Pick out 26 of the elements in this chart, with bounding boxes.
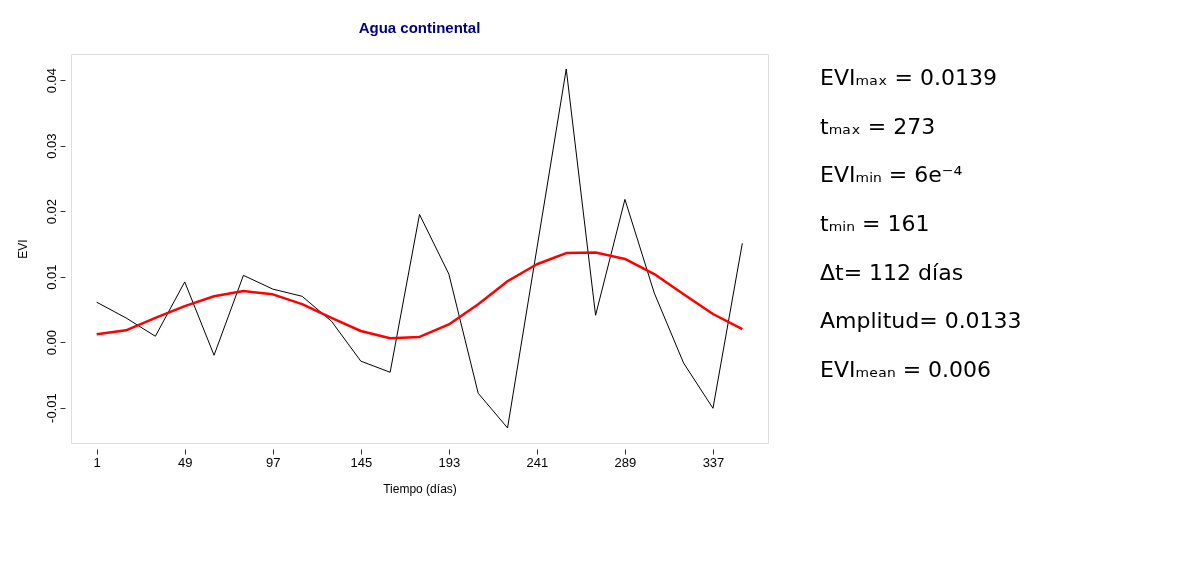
y-tick-label: 0.01 [43, 264, 59, 290]
text: tₘᵢₙ = 161 [820, 211, 930, 236]
y-tick-label: 0.00 [43, 329, 59, 356]
y-tick-label: -0.01 [43, 393, 59, 423]
text: EVIₘᵢₙ = 6e⁻⁴ [820, 162, 963, 188]
y-axis-title: EVI [15, 239, 30, 259]
x-tick-label: 97 [266, 454, 281, 470]
chart-title: Agua continental [358, 19, 481, 36]
x-tick-label: 337 [702, 454, 725, 470]
x-tick-label: 145 [350, 454, 373, 470]
line-series [96, 68, 743, 429]
y-tick-label: 0.04 [43, 68, 59, 94]
text: EVIₘₐₓ = 0.0139 [820, 65, 997, 91]
y-tick-label: 0.02 [43, 199, 59, 225]
x-tick-label: 49 [177, 454, 193, 470]
x-tick-label: 241 [526, 454, 549, 470]
text: Δt= 112 días [820, 259, 964, 285]
text: EVIₘₑₐₙ = 0.006 [820, 356, 992, 382]
x-tick-label: 193 [438, 454, 461, 470]
x-axis-title: Tiempo (días) [383, 481, 457, 496]
x-tick-label: 289 [614, 454, 637, 470]
x-tick-label: 1 [93, 454, 101, 470]
text: tₘₐₓ = 273 [820, 113, 936, 139]
line-series [95, 251, 744, 340]
y-tick-label: 0.03 [43, 133, 59, 159]
text: Amplitud= 0.0133 [820, 308, 1022, 334]
